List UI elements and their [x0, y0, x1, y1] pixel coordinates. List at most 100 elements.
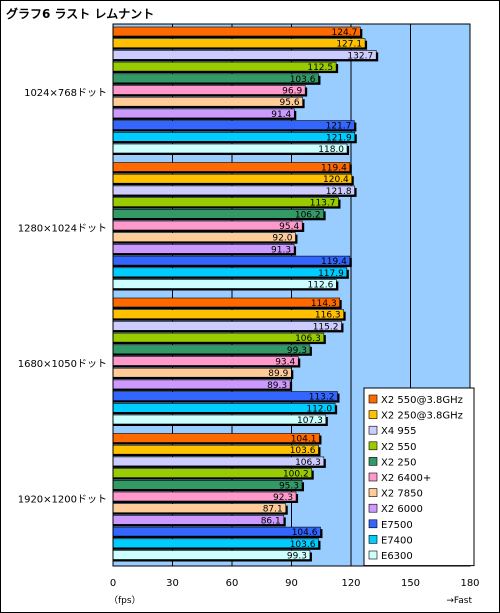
tick-label-120: 120: [341, 578, 360, 589]
data-label: 91.3: [271, 245, 291, 255]
data-label: 103.6: [290, 446, 316, 456]
bar-E7500: [112, 526, 321, 537]
plot-border: [112, 23, 471, 567]
bar-E6300: [112, 414, 327, 425]
data-label: 91.4: [271, 110, 291, 120]
legend-swatch: [368, 503, 378, 513]
legend-entry: E7400: [381, 535, 413, 546]
data-label: 112.5: [307, 63, 333, 73]
bar-X2 250@3.8GHz: [112, 38, 366, 49]
legend-entry: X2 6400+: [381, 473, 431, 484]
data-label: 95.6: [280, 98, 300, 108]
legend-swatch: [368, 535, 378, 544]
legend-entry: X2 250: [381, 457, 416, 468]
data-label: 120.4: [323, 175, 349, 185]
tick-label-0: 0: [110, 578, 116, 589]
bar-X2 550@3.8GHz: [112, 162, 351, 172]
category-label: 1680×1050ドット: [18, 359, 107, 370]
data-label: 103.6: [290, 540, 316, 550]
data-label: 115.2: [313, 322, 339, 332]
legend-entry: X2 550@3.8GHz: [381, 395, 463, 406]
bar-E6300: [112, 550, 311, 560]
tick-label-30: 30: [166, 578, 179, 589]
legend-swatch: [368, 472, 378, 482]
data-label: 99.3: [287, 552, 307, 562]
bar-X2 250: [112, 209, 324, 219]
direction-label: →Fast: [446, 596, 472, 606]
data-label: 100.2: [283, 470, 309, 480]
data-label: 106.3: [295, 334, 321, 344]
bar-X2 250: [112, 73, 319, 84]
bar-E7400: [112, 402, 336, 413]
tick-label-180: 180: [460, 578, 479, 589]
legend-swatch: [368, 550, 378, 560]
data-label: 96.9: [282, 87, 302, 97]
tick-label-60: 60: [226, 578, 239, 589]
bar-X2 550: [112, 332, 325, 343]
data-label: 95.4: [279, 222, 299, 232]
data-label: 92.0: [272, 234, 292, 244]
bar-X2 6000: [112, 379, 291, 390]
data-label: 92.3: [273, 493, 293, 503]
bar-X2 550: [112, 61, 337, 72]
bar-X4 955: [112, 185, 355, 196]
category-label: 1280×1024ドット: [18, 223, 107, 234]
tick-label-150: 150: [401, 578, 420, 589]
bar-X2 550: [112, 468, 313, 478]
data-label: 114.3: [311, 299, 337, 309]
data-label: 112.0: [306, 404, 332, 414]
bar-X4 955: [112, 321, 342, 331]
legend-swatch: [368, 457, 378, 466]
bar-E6300: [112, 279, 337, 289]
bar-E7400: [112, 538, 319, 549]
data-label: 113.2: [309, 393, 335, 403]
data-label: 117.9: [318, 269, 344, 279]
bar-X2 6400+: [112, 356, 299, 366]
bar-X2 250: [112, 344, 311, 355]
data-label: 106.2: [295, 210, 321, 220]
data-label: 99.3: [287, 346, 307, 356]
data-label: 127.1: [336, 40, 362, 50]
data-label: 106.3: [295, 458, 321, 468]
bar-X2 7850: [112, 367, 292, 378]
data-label: 112.6: [308, 281, 334, 291]
bar-X2 6000: [112, 244, 295, 254]
legend-swatch: [368, 519, 378, 529]
bar-X2 250@3.8GHz: [112, 444, 319, 455]
data-label: 104.1: [291, 435, 317, 445]
chart-title: グラフ6 ラスト レムナント: [6, 7, 155, 21]
bar-E7500: [112, 120, 355, 130]
data-label: 107.3: [297, 416, 323, 426]
data-label: 89.3: [267, 381, 287, 391]
data-label: 119.4: [321, 164, 347, 174]
category-label: 1920×1200ドット: [18, 494, 107, 505]
bar-X2 7850: [112, 503, 287, 514]
bar-X2 550@3.8GHz: [112, 433, 320, 443]
bar-X2 250@3.8GHz: [112, 309, 344, 320]
legend-entry: X2 550: [381, 442, 416, 453]
data-label: 121.9: [326, 133, 352, 143]
bar-X2 6000: [112, 515, 285, 525]
data-label: 95.3: [279, 481, 299, 491]
bar-E7500: [112, 255, 351, 266]
bar-E7400: [112, 132, 356, 142]
data-label: 86.1: [261, 516, 281, 526]
bar-X2 7850: [112, 96, 303, 107]
data-label: 132.7: [347, 51, 373, 61]
bar-X2 6400+: [112, 491, 297, 502]
bar-X2 250: [112, 479, 303, 490]
data-label: 121.7: [326, 122, 352, 132]
data-label: 87.1: [263, 505, 283, 515]
legend-entry: X2 7850: [381, 489, 423, 500]
bar-X2 250@3.8GHz: [112, 173, 353, 184]
bar-X2 6000: [112, 108, 295, 119]
legend-entry: E6300: [381, 551, 413, 562]
bar-X4 955: [112, 456, 325, 467]
legend-box: [363, 387, 475, 567]
data-label: 104.6: [292, 528, 318, 538]
legend-entry: X4 955: [381, 426, 416, 437]
legend-swatch: [368, 394, 378, 404]
legend-entry: X2 6000: [381, 504, 423, 515]
legend-swatch: [368, 488, 378, 497]
